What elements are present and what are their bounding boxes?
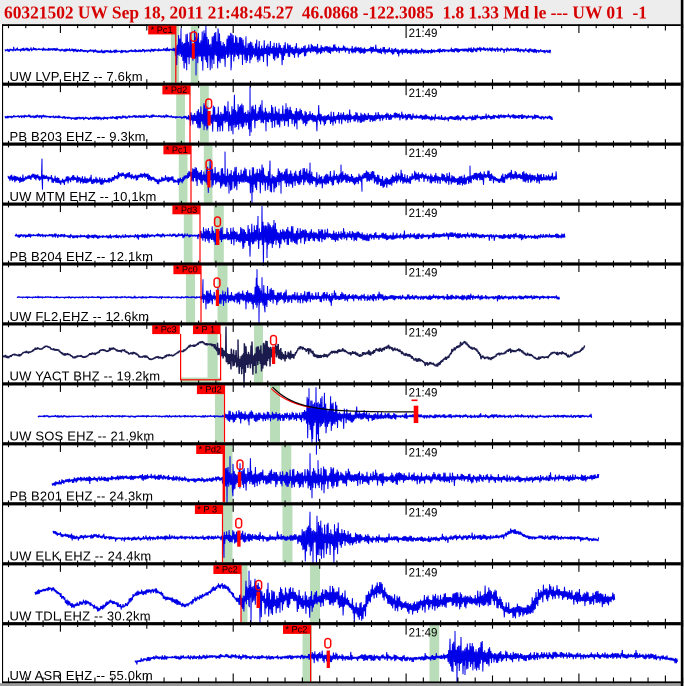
svg-text:PB B201 EHZ -- 24.3km: PB B201 EHZ -- 24.3km <box>10 489 154 504</box>
svg-text:60321502 UW Sep 18, 2011 21:48: 60321502 UW Sep 18, 2011 21:48:45.27 46.… <box>4 3 647 23</box>
svg-text:PB B204 EHZ -- 12.1km: PB B204 EHZ -- 12.1km <box>10 249 154 264</box>
svg-text:UW YACT BHZ -- 19.2km: UW YACT BHZ -- 19.2km <box>10 369 161 384</box>
svg-text:21:49: 21:49 <box>409 88 438 100</box>
svg-text:* Pc0: * Pc0 <box>176 265 198 275</box>
svg-text:UW LVP EHZ -- 7.6km: UW LVP EHZ -- 7.6km <box>10 69 143 84</box>
svg-text:* Pd2: * Pd2 <box>199 385 221 395</box>
svg-text:21:49: 21:49 <box>409 148 438 160</box>
svg-text:21:49: 21:49 <box>409 28 438 40</box>
svg-text:* Pc3: * Pc3 <box>155 325 177 335</box>
svg-text:PB B203 EHZ -- 9.3km: PB B203 EHZ -- 9.3km <box>10 129 146 144</box>
svg-text:* Pc2: * Pc2 <box>285 624 307 634</box>
svg-text:* Pd2: * Pd2 <box>165 85 187 95</box>
svg-text:* Pd3: * Pd3 <box>175 205 197 215</box>
svg-text:21:49: 21:49 <box>409 627 438 639</box>
svg-text:21:49: 21:49 <box>409 388 438 400</box>
svg-text:UW TDL EHZ -- 30.2km: UW TDL EHZ -- 30.2km <box>10 609 151 624</box>
svg-text:UW SOS EHZ -- 21.9km: UW SOS EHZ -- 21.9km <box>10 429 155 444</box>
svg-text:UW MTM EHZ -- 10.1km: UW MTM EHZ -- 10.1km <box>10 189 157 204</box>
svg-text:UW FL2 EHZ -- 12.6km: UW FL2 EHZ -- 12.6km <box>10 309 150 324</box>
svg-text:21:49: 21:49 <box>409 568 438 580</box>
svg-text:UW ELK EHZ -- 24.4km: UW ELK EHZ -- 24.4km <box>10 549 152 564</box>
svg-text:21:49: 21:49 <box>409 448 438 460</box>
svg-text:* P 1: * P 1 <box>195 325 215 335</box>
svg-text:21:49: 21:49 <box>409 508 438 520</box>
svg-text:UW ASR EHZ -- 55.0km: UW ASR EHZ -- 55.0km <box>10 668 153 683</box>
svg-text:* Pc1: * Pc1 <box>151 25 173 35</box>
svg-text:* P 3: * P 3 <box>197 505 217 515</box>
svg-text:21:49: 21:49 <box>409 328 438 340</box>
svg-text:* Pc1: * Pc1 <box>166 145 188 155</box>
svg-text:* Pc2: * Pc2 <box>216 565 238 575</box>
svg-text:* Pd2: * Pd2 <box>199 445 221 455</box>
svg-text:21:49: 21:49 <box>409 268 438 280</box>
svg-text:21:49: 21:49 <box>409 208 438 220</box>
